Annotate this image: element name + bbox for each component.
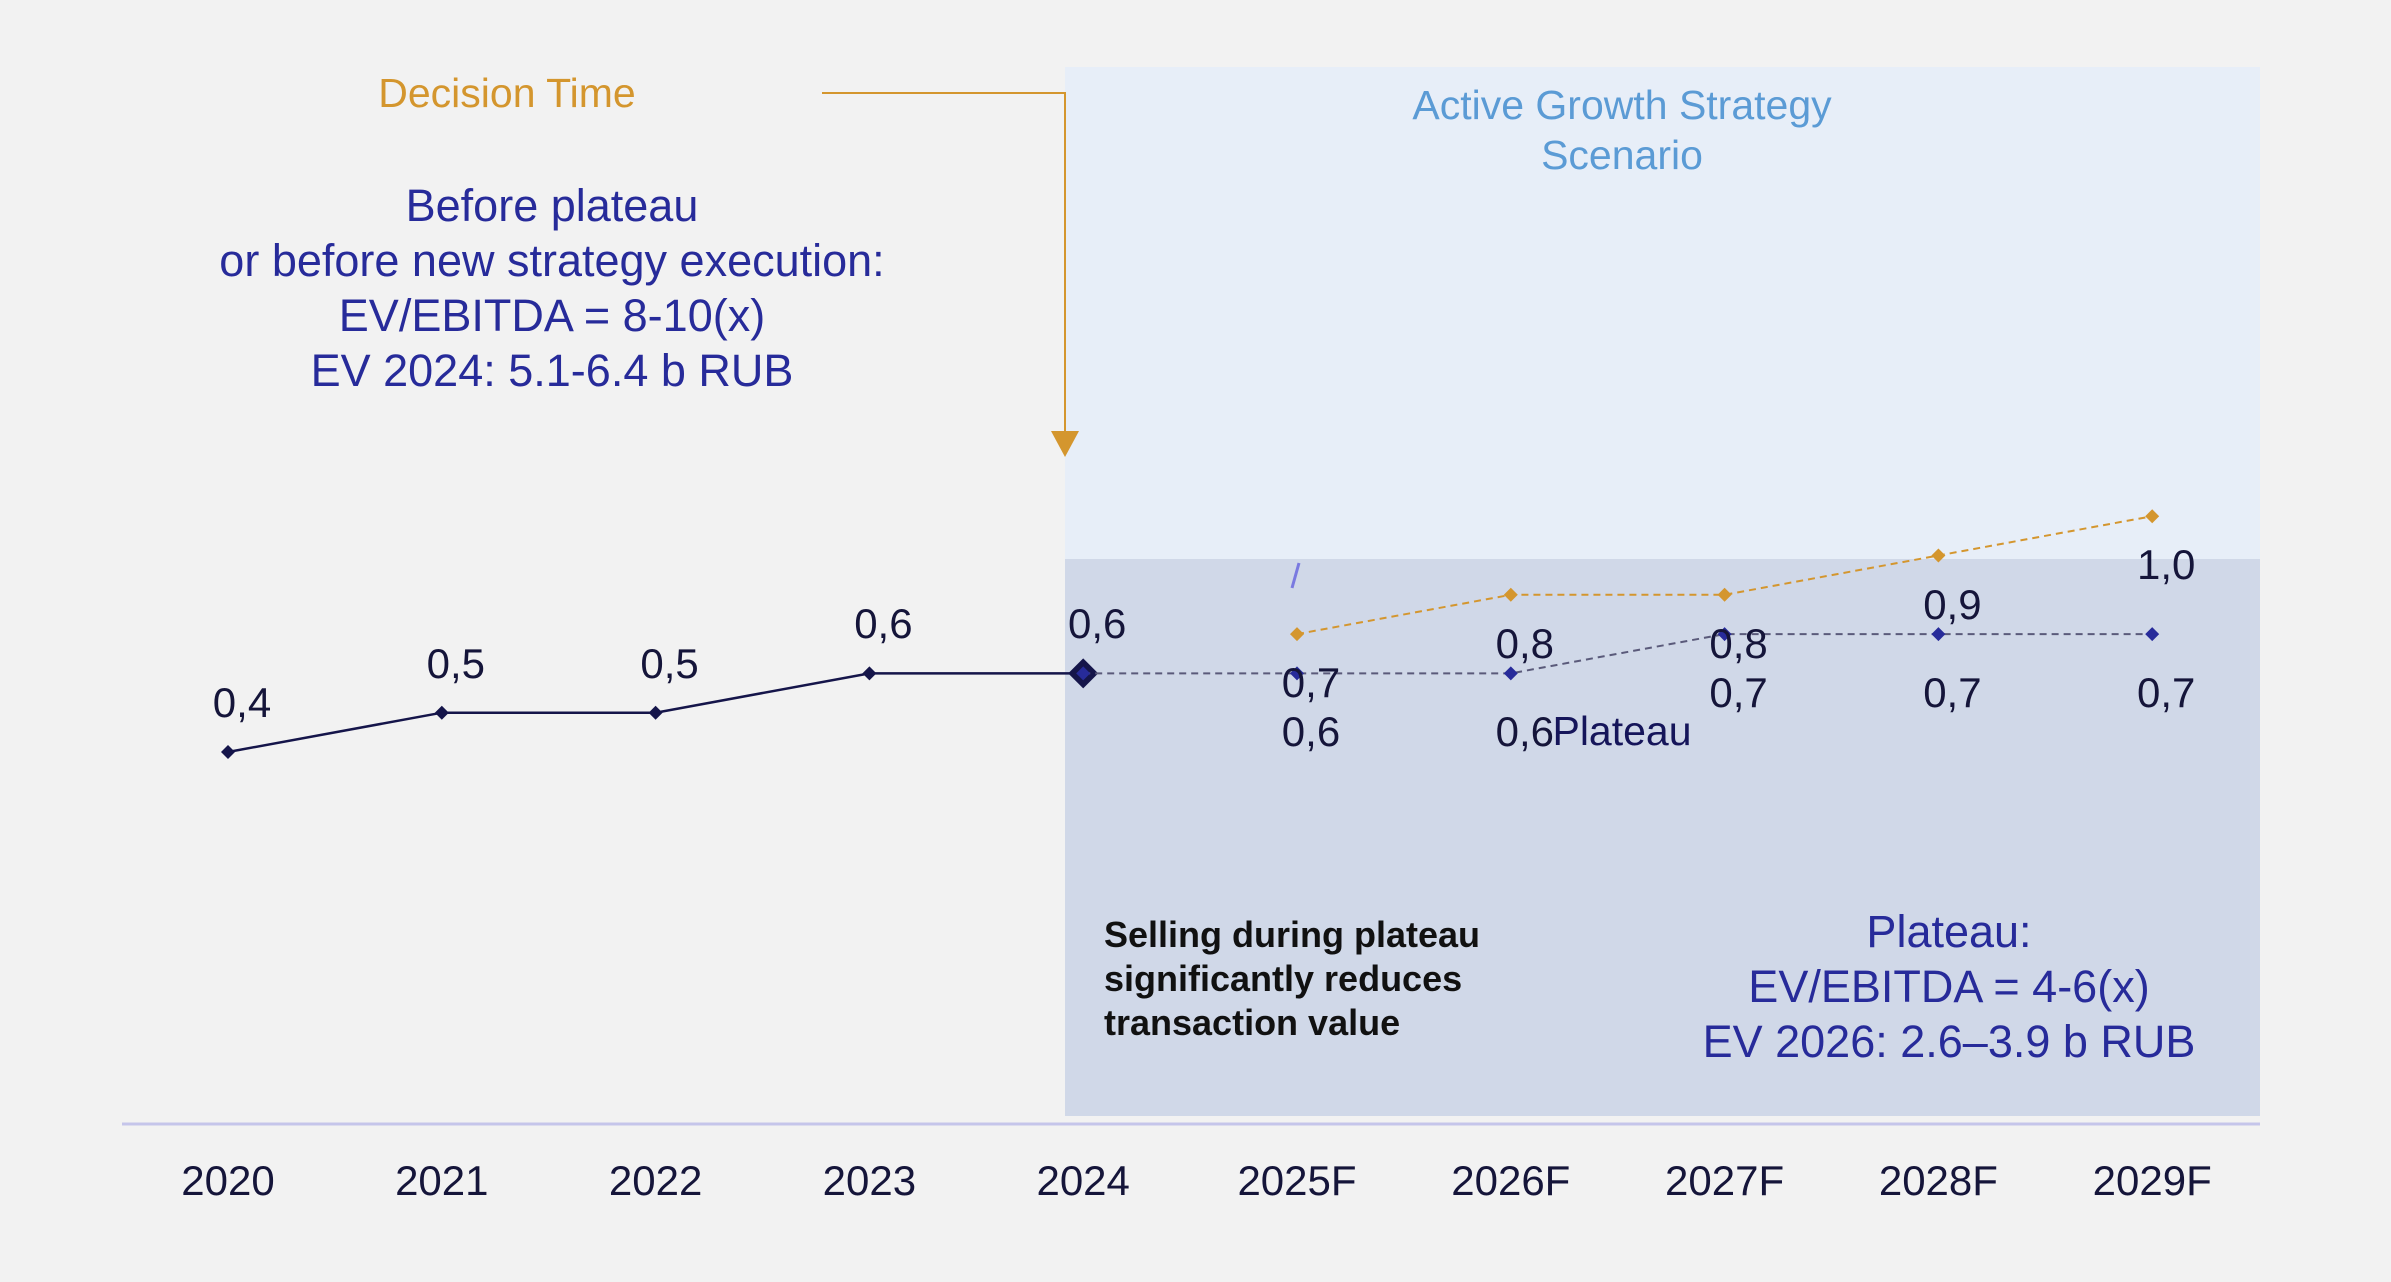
x-tick-label: 2020 [181, 1157, 275, 1204]
before-plateau-line: EV/EBITDA = 8-10(x) [338, 290, 766, 341]
decision-arrow-line [822, 92, 1066, 435]
plateau-note-line: EV 2026: 2.6–3.9 b RUB [1702, 1016, 2196, 1067]
data-point-marker [1290, 627, 1304, 642]
data-point-marker [648, 705, 663, 720]
decision-time-label: Decision Time [378, 70, 636, 116]
data-label: 0,7 [1281, 659, 1341, 707]
before-plateau-note: Before plateau or before new strategy ex… [219, 178, 884, 398]
active-growth-line: Scenario [1541, 132, 1703, 178]
plateau-note-line: EV/EBITDA = 4-6(x) [1748, 961, 2150, 1012]
data-label: 0,8 [1709, 619, 1768, 667]
x-tick-label: 2026F [1451, 1157, 1571, 1204]
data-label: 0,7 [1923, 669, 1982, 717]
decision-arrow-head [1051, 431, 1079, 457]
data-label: 1,0 [2136, 541, 2196, 589]
data-point-marker [1503, 587, 1518, 602]
data-label: 0,7 [2136, 669, 2196, 717]
data-point-marker [1076, 666, 1091, 681]
data-point-marker [1503, 666, 1518, 681]
data-point-marker [862, 666, 877, 681]
data-label: 0,6 [1495, 708, 1554, 756]
data-point-marker [1931, 548, 1946, 563]
x-tick-label: 2028F [1878, 1157, 1998, 1204]
plateau-note-line: Plateau: [1866, 906, 2032, 957]
data-label: 0,8 [1495, 619, 1554, 667]
plateau-multiple-note: Plateau: EV/EBITDA = 4-6(x) EV 2026: 2.6… [1703, 904, 2196, 1069]
selling-note-line: transaction value [1104, 1002, 1401, 1043]
active-growth-title: Active Growth Strategy Scenario [1412, 80, 1831, 180]
data-point-marker [221, 745, 235, 759]
data-label: 0,6 [854, 600, 913, 648]
data-point-marker [1931, 627, 1946, 642]
x-tick-label: 2021 [395, 1157, 489, 1204]
data-label: 0,6 [1067, 600, 1127, 648]
x-tick-label: 2029F [2092, 1157, 2212, 1204]
data-label: 0,7 [1709, 669, 1768, 717]
selling-note-line: significantly reduces [1104, 958, 1463, 999]
data-label: 0,5 [640, 639, 699, 687]
selling-note-line: Selling during plateau [1104, 914, 1481, 955]
x-tick-label: 2024 [1036, 1157, 1130, 1204]
data-point-marker [1290, 666, 1304, 681]
x-tick-label: 2025F [1237, 1157, 1357, 1204]
x-tick-label: 2023 [822, 1157, 917, 1204]
before-plateau-line: or before new strategy execution: [219, 235, 885, 286]
plateau-zone [1065, 559, 2260, 1116]
x-tick-label: 2022 [608, 1157, 703, 1204]
before-plateau-line: EV 2024: 5.1-6.4 b RUB [310, 345, 794, 396]
chart-marks [221, 509, 2160, 759]
data-point-marker [1717, 627, 1732, 642]
data-label: 0,6 [1281, 708, 1341, 756]
x-tick-label: 2027F [1665, 1157, 1785, 1204]
series-line [1296, 515, 2153, 636]
before-plateau-line: Before plateau [405, 180, 699, 231]
active-growth-line: Active Growth Strategy [1412, 82, 1832, 128]
data-label: 0,9 [1923, 580, 1982, 628]
series-line [1083, 633, 2153, 675]
marker-tick [1290, 562, 1301, 589]
data-point-marker [2145, 509, 2160, 524]
active-growth-zone [1065, 67, 2260, 559]
data-label: 0,5 [426, 639, 485, 687]
selling-note: Selling during plateau significantly red… [1104, 913, 1480, 1045]
data-point-marker [1717, 587, 1732, 602]
data-point-marker [2145, 627, 2160, 642]
data-label: 0,4 [212, 679, 272, 726]
data-point-marker [434, 705, 449, 720]
plateau-title: Plateau [1552, 708, 1692, 754]
